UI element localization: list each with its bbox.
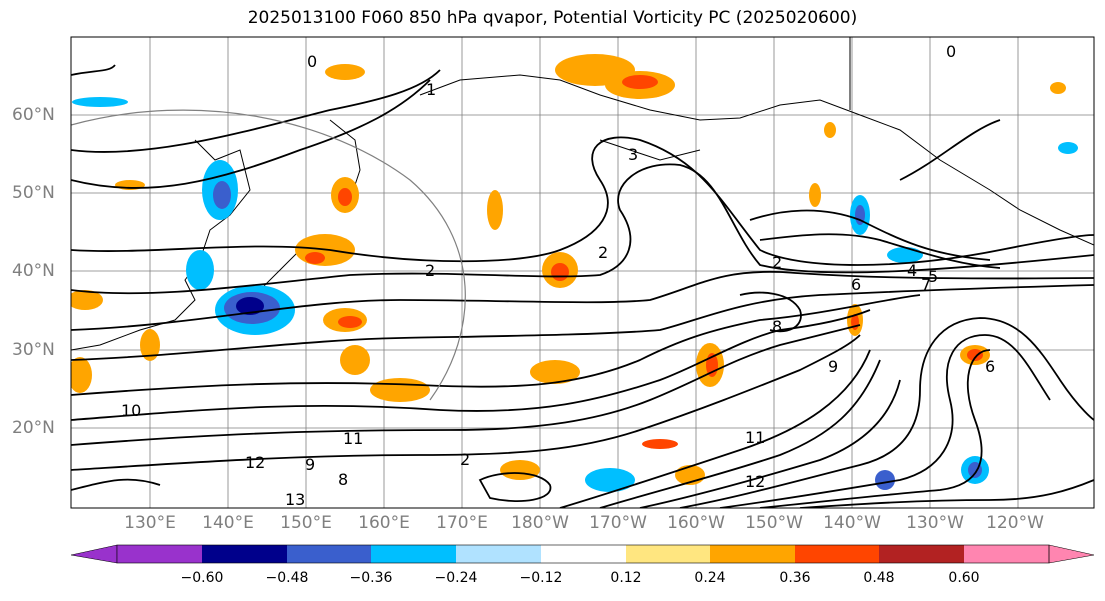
- colorbar-tick-label: −0.24: [434, 570, 478, 586]
- colorbar-segment: [287, 545, 371, 563]
- contour-label: 5: [928, 267, 938, 286]
- contour-label: 4: [907, 261, 917, 280]
- contour-label: 2: [460, 450, 470, 469]
- colorbar-segment: [795, 545, 879, 563]
- contour-label: 8: [338, 470, 348, 489]
- latitude-label: 20°N: [12, 418, 55, 438]
- colorbar-tick-label: 0.48: [863, 570, 895, 586]
- colorbar-segment: [456, 545, 541, 563]
- colorbar-frame: [116, 544, 1050, 564]
- colorbar-tick-label: −0.60: [180, 570, 224, 586]
- colorbar-segment: [626, 545, 710, 563]
- longitude-label: 140°W: [823, 513, 881, 533]
- colorbar-segment: [964, 545, 1049, 563]
- longitude-label: 150°W: [745, 513, 803, 533]
- contour-label: 13: [285, 490, 305, 509]
- map-background: [71, 37, 1094, 508]
- longitude-label: 170°W: [589, 513, 647, 533]
- contour-label: 1: [426, 80, 436, 99]
- longitude-label: 120°W: [986, 513, 1044, 533]
- colorbar-segment: [371, 545, 456, 563]
- longitude-label: 160°E: [358, 513, 410, 533]
- colorbar-extend-min: [70, 544, 118, 564]
- contour-label: 6: [985, 357, 995, 376]
- longitude-label: 160°W: [667, 513, 725, 533]
- colorbar-segment: [710, 545, 795, 563]
- contour-label: 0: [946, 42, 956, 61]
- contour-label: 10: [121, 401, 141, 420]
- contour-label: 9: [305, 455, 315, 474]
- colorbar-tick-label: 0.12: [610, 570, 642, 586]
- contour-label: 7: [921, 275, 931, 294]
- longitude-label: 140°E: [202, 513, 254, 533]
- colorbar-extend-max: [1048, 544, 1095, 564]
- colorbar-segment: [117, 545, 202, 563]
- colorbar-tick-label: 0.36: [779, 570, 811, 586]
- contour-label-group: 0 0 1 3 2 2 2 4 5 6 7 8 9 10 11 12 13 2 …: [121, 42, 995, 509]
- contour-label: 8: [772, 317, 782, 336]
- contour-label: 2: [772, 253, 782, 272]
- map-title: 2025013100 F060 850 hPa qvapor, Potentia…: [247, 8, 858, 28]
- contour-label: 11: [343, 429, 363, 448]
- colorbar-segment: [202, 545, 287, 563]
- contour-label: 6: [851, 275, 861, 294]
- colorbar-tick-label: −0.48: [265, 570, 309, 586]
- contour-label: 11: [745, 428, 765, 447]
- pv-contours: [71, 64, 1094, 508]
- longitude-label: 150°E: [280, 513, 332, 533]
- contour-label: 2: [425, 261, 435, 280]
- contour-label: 9: [828, 357, 838, 376]
- longitude-label: 170°E: [436, 513, 488, 533]
- contour-label: 0: [307, 52, 317, 71]
- colorbar-segment: [541, 545, 626, 563]
- latitude-label: 60°N: [12, 105, 55, 125]
- longitude-label: 130°E: [124, 513, 176, 533]
- contour-label: 2: [598, 243, 608, 262]
- colorbar-tick-label: −0.36: [349, 570, 393, 586]
- latitude-label: 40°N: [12, 261, 55, 281]
- colorbar: [70, 544, 1095, 564]
- longitude-label: 180°W: [511, 513, 569, 533]
- map-frame: [70, 36, 1095, 509]
- contour-label: 12: [245, 453, 265, 472]
- latitude-label: 50°N: [12, 183, 55, 203]
- great-circle: [71, 109, 466, 401]
- latitude-label: 30°N: [12, 340, 55, 360]
- longitude-label: 130°W: [906, 513, 964, 533]
- contour-label: 3: [628, 145, 638, 164]
- colorbar-tick-label: −0.12: [519, 570, 563, 586]
- colorbar-segment: [879, 545, 964, 563]
- colorbar-tick-label: 0.24: [694, 570, 726, 586]
- contour-label: 12: [745, 472, 765, 491]
- colorbar-tick-label: 0.60: [948, 570, 980, 586]
